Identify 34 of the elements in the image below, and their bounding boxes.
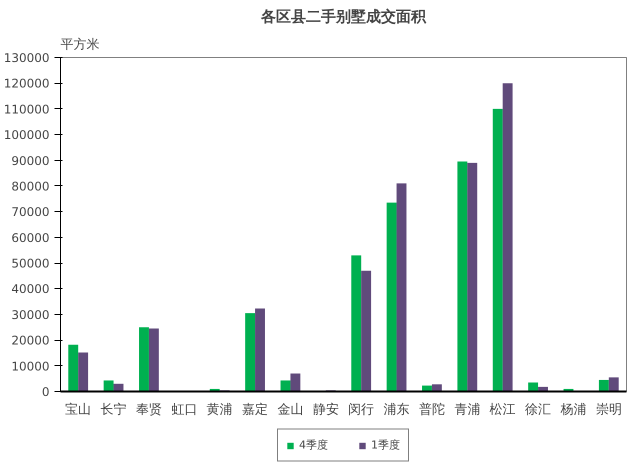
x-tick-label: 嘉定: [242, 402, 268, 418]
x-tick-label: 闵行: [348, 402, 374, 418]
x-tick-label: 长宁: [100, 402, 127, 418]
y-tick-label: 20000: [11, 334, 50, 348]
y-tick-label: 40000: [11, 282, 50, 296]
y-tick-label: 80000: [11, 179, 50, 194]
y-tick-label: 0: [42, 385, 50, 399]
x-tick-label: 奉贤: [136, 402, 162, 418]
x-tick-label: 黄浦: [206, 402, 233, 418]
x-tick-label: 普陀: [418, 402, 445, 418]
chart-title: 各区县二手别墅成交面积: [260, 8, 427, 26]
x-tick-label: 松江: [490, 402, 516, 418]
y-tick-label: 110000: [4, 102, 50, 116]
x-tick-label: 金山: [277, 402, 304, 418]
y-tick-label: 30000: [11, 308, 50, 322]
legend-label: 4季度: [299, 438, 328, 452]
x-tick-label: 杨浦: [559, 402, 586, 418]
y-tick-label: 100000: [4, 128, 50, 142]
y-tick-label: 120000: [4, 76, 50, 91]
x-tick-label: 宝山: [65, 402, 92, 418]
y-tick-label: 70000: [11, 205, 50, 220]
x-tick-label: 徐汇: [525, 402, 552, 418]
y-tick-label: 60000: [11, 230, 50, 245]
x-tick-label: 青浦: [454, 402, 480, 418]
legend-label: 1季度: [371, 438, 400, 452]
y-tick-label: 50000: [11, 256, 50, 271]
y-axis-title: 平方米: [60, 36, 100, 52]
y-tick-label: 10000: [11, 359, 50, 374]
x-tick-label: 虹口: [171, 402, 198, 418]
y-tick-label: 130000: [4, 51, 50, 65]
y-tick-label: 90000: [11, 154, 50, 168]
x-tick-label: 浦东: [384, 402, 410, 418]
x-tick-label: 崇明: [596, 402, 622, 418]
x-tick-label: 静安: [312, 402, 339, 418]
